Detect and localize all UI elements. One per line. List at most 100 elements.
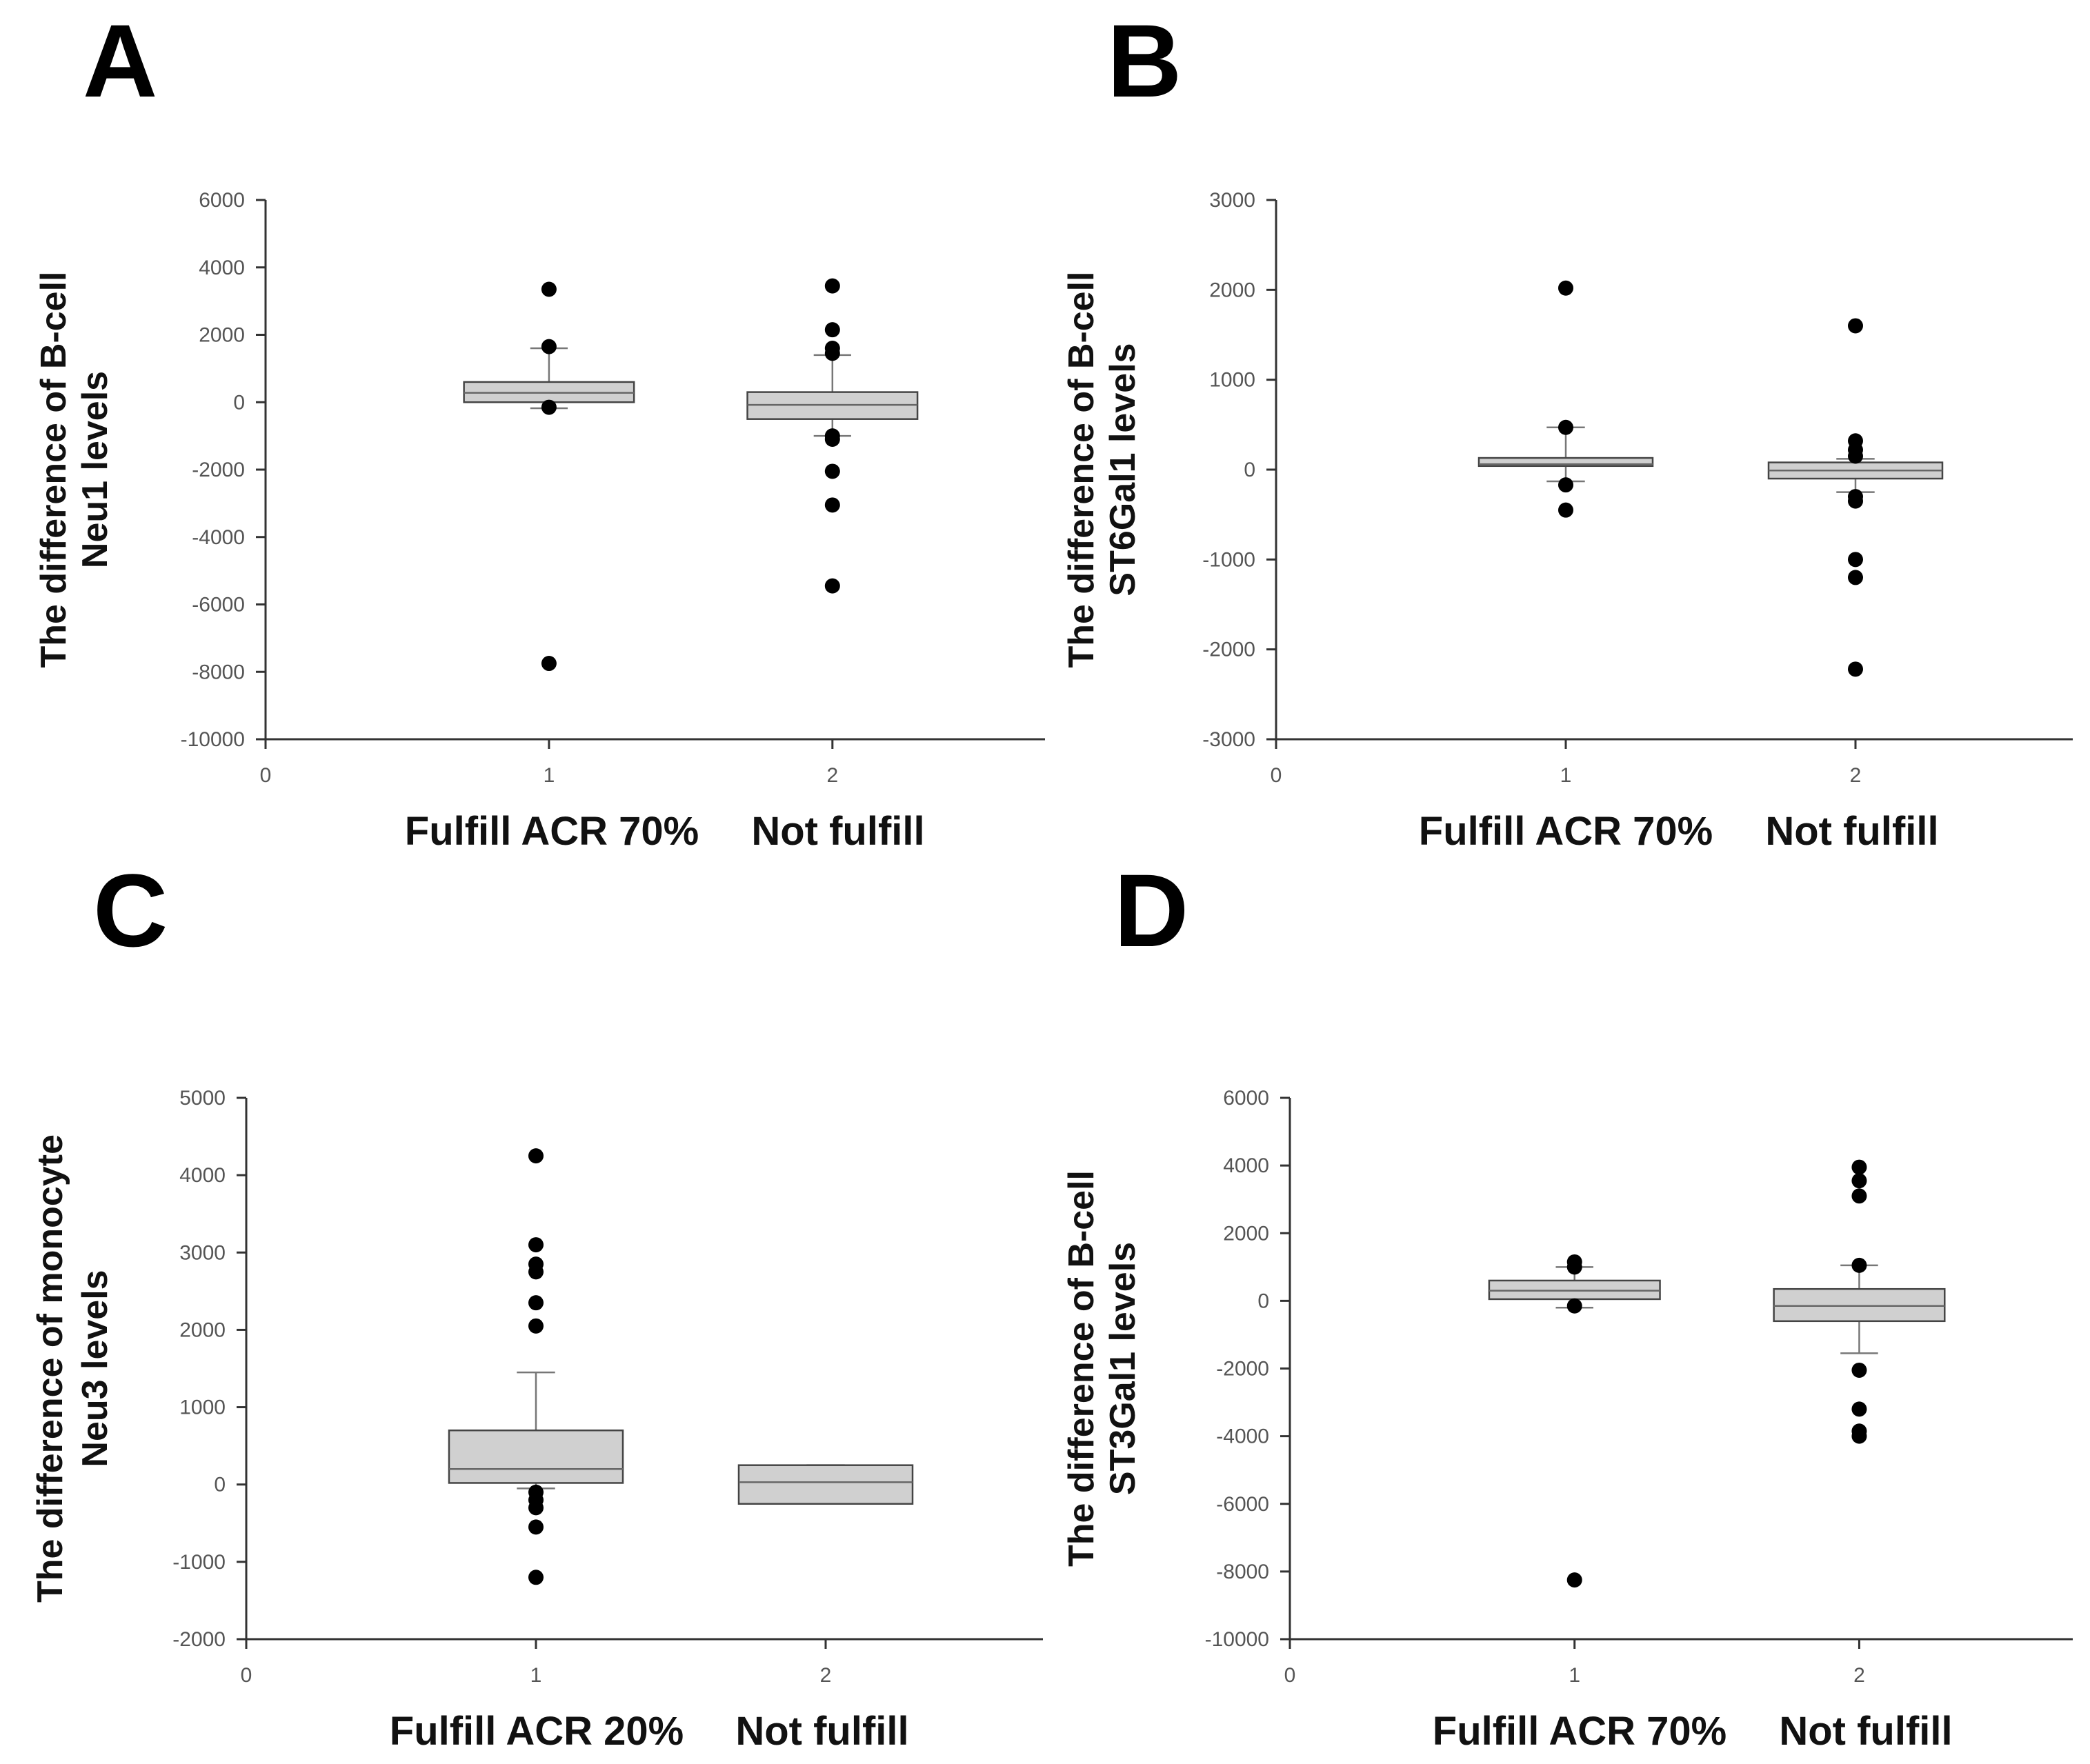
- group-label: Not fulfill: [1765, 809, 1938, 854]
- y-tick-label: 0: [233, 391, 245, 414]
- outlier-point: [1566, 1259, 1582, 1275]
- group-label: Fulfill ACR 70%: [1419, 809, 1713, 854]
- y-axis-label: Neu3 levels: [75, 1270, 115, 1467]
- group-label: Fulfill ACR 70%: [405, 809, 699, 854]
- outlier-point: [528, 1500, 544, 1516]
- outlier-point: [824, 432, 840, 448]
- y-tick-label: -4000: [1216, 1425, 1269, 1448]
- outlier-point: [528, 1318, 544, 1334]
- group-label: Not fulfill: [751, 809, 924, 854]
- y-tick-label: 2000: [199, 324, 245, 347]
- x-tick-label: 2: [826, 764, 838, 787]
- y-tick-label: 4000: [199, 257, 245, 279]
- y-tick-label: 2000: [1223, 1222, 1269, 1245]
- box-group: [1477, 280, 1654, 518]
- y-axis-label: ST3Gal1 levels: [1103, 1242, 1143, 1495]
- outlier-point: [1566, 1572, 1582, 1588]
- panel-letter: C: [93, 852, 168, 968]
- group-label: Not fulfill: [735, 1709, 908, 1754]
- y-tick-label: -4000: [192, 526, 245, 549]
- x-tick-label: 0: [241, 1664, 252, 1687]
- box: [448, 1429, 624, 1484]
- outlier-point: [824, 278, 840, 294]
- box: [737, 1464, 914, 1505]
- outlier-point: [824, 345, 840, 361]
- x-tick-label: 1: [544, 764, 555, 787]
- y-tick-label: 6000: [1223, 1087, 1269, 1110]
- box-group: [737, 1464, 914, 1505]
- box-group: [1767, 318, 1944, 677]
- outlier-point: [1851, 1362, 1867, 1378]
- y-tick-label: 1000: [179, 1396, 226, 1419]
- y-tick-label: -2000: [192, 459, 245, 481]
- outlier-point: [1851, 1401, 1867, 1417]
- group-label: Fulfill ACR 70%: [1433, 1709, 1726, 1754]
- y-tick-label: -2000: [1202, 639, 1255, 661]
- outlier-point: [1851, 1257, 1867, 1273]
- outlier-point: [1848, 661, 1863, 677]
- outlier-point: [528, 1148, 544, 1164]
- outlier-point: [1558, 419, 1573, 435]
- box-group: [1773, 1159, 1946, 1444]
- y-tick-label: -2000: [1216, 1358, 1269, 1381]
- x-tick-label: 2: [820, 1664, 832, 1687]
- y-tick-label: -6000: [1216, 1493, 1269, 1516]
- y-tick-label: 5000: [179, 1087, 226, 1110]
- group-label: Not fulfill: [1779, 1709, 1952, 1754]
- y-tick-label: 1000: [1209, 369, 1255, 392]
- outlier-point: [1848, 552, 1863, 568]
- y-axis-label: Neu1 levels: [75, 371, 115, 568]
- y-tick-label: -8000: [192, 661, 245, 683]
- outlier-point: [541, 656, 557, 672]
- y-tick-label: 4000: [1223, 1154, 1269, 1177]
- outlier-point: [528, 1237, 544, 1253]
- x-tick-label: 2: [1853, 1664, 1865, 1687]
- outlier-point: [1848, 493, 1863, 509]
- y-tick-label: 0: [214, 1474, 226, 1496]
- panel-b: B The difference of B-cell ST6Gal1 levels 3…: [1062, 3, 2073, 854]
- y-tick-label: -1000: [1202, 548, 1255, 571]
- panel-d: D The difference of B-cell ST3Gal1 levels 6…: [1062, 852, 2073, 1754]
- panel-a: A The difference of B-cell Neu1 levels 6000…: [34, 3, 1045, 854]
- y-tick-label: 6000: [199, 189, 245, 212]
- outlier-point: [1851, 1428, 1867, 1444]
- y-tick-label: -2000: [172, 1628, 226, 1651]
- outlier-point: [528, 1519, 544, 1535]
- box-group: [463, 281, 635, 672]
- box-group: [1488, 1254, 1661, 1588]
- outlier-point: [528, 1264, 544, 1280]
- panel-letter: D: [1114, 852, 1188, 968]
- y-tick-label: 3000: [1209, 189, 1255, 212]
- y-tick-label: 2000: [1209, 279, 1255, 301]
- panel-letter: B: [1107, 3, 1182, 119]
- panel-c: C The difference of monocyte Neu3 levels 50…: [30, 852, 1043, 1754]
- y-axis-label: The difference of monocyte: [30, 1134, 70, 1603]
- outlier-point: [541, 339, 557, 354]
- x-tick-label: 1: [1569, 1664, 1580, 1687]
- outlier-point: [824, 463, 840, 479]
- outlier-point: [824, 497, 840, 513]
- outlier-point: [1848, 318, 1863, 334]
- y-axis-label: The difference of B-cell: [1062, 272, 1102, 668]
- y-tick-label: -10000: [181, 728, 245, 751]
- outlier-point: [1848, 448, 1863, 464]
- outlier-point: [1851, 1159, 1867, 1175]
- y-tick-label: 3000: [179, 1241, 226, 1264]
- outlier-point: [528, 1295, 544, 1311]
- y-tick-label: -6000: [192, 594, 245, 617]
- y-tick-label: -1000: [172, 1551, 226, 1574]
- x-tick-label: 1: [1560, 764, 1572, 787]
- outlier-point: [1558, 502, 1573, 518]
- group-label: Fulfill ACR 20%: [390, 1709, 684, 1754]
- y-tick-label: 0: [1244, 459, 1255, 481]
- box: [1477, 457, 1654, 468]
- outlier-point: [541, 281, 557, 297]
- x-tick-label: 1: [530, 1664, 542, 1687]
- outlier-point: [541, 399, 557, 415]
- y-tick-label: 2000: [179, 1319, 226, 1341]
- outlier-point: [1566, 1298, 1582, 1314]
- box-group: [746, 278, 919, 594]
- x-tick-label: 2: [1850, 764, 1862, 787]
- outlier-point: [1558, 280, 1573, 296]
